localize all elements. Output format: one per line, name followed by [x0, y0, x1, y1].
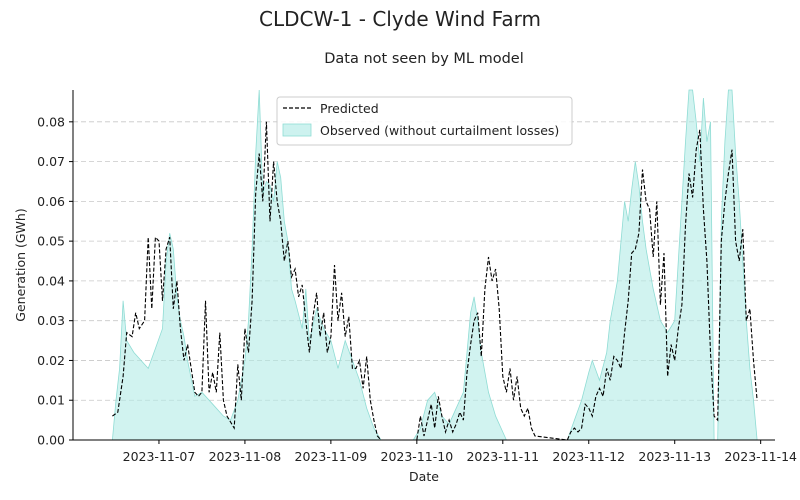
x-ticks: 2023-11-07 2023-11-08 2023-11-09 2023-11-10…: [123, 440, 797, 464]
x-tick-label: 2023-11-12: [552, 449, 625, 464]
x-tick-label: 2023-11-08: [209, 449, 282, 464]
x-tick-label: 2023-11-10: [381, 449, 454, 464]
y-tick-label: 0.05: [37, 234, 65, 249]
predicted-line-layer: [112, 121, 758, 441]
y-tick-label: 0.02: [37, 353, 65, 368]
legend-observed-label: Observed (without curtailment losses): [320, 123, 559, 138]
x-axis-label: Date: [409, 469, 439, 484]
legend-observed-swatch: [282, 123, 312, 137]
figure-title: CLDCW-1 - Clyde Wind Farm: [259, 7, 541, 31]
x-tick-label: 2023-11-11: [466, 449, 539, 464]
y-tick-label: 0.03: [37, 313, 65, 328]
series-predicted-line: [112, 121, 758, 441]
legend-box: [276, 96, 573, 146]
chart-title: Data not seen by ML model: [324, 51, 524, 67]
series-observed-area: [111, 89, 758, 441]
observed-area-layer: [111, 89, 758, 441]
x-tick-label: 2023-11-13: [638, 449, 711, 464]
y-tick-label: 0.08: [37, 114, 65, 129]
y-tick-label: 0.01: [37, 393, 65, 408]
x-tick-label: 2023-11-14: [724, 449, 797, 464]
y-tick-label: 0.07: [37, 154, 65, 169]
x-tick-label: 2023-11-07: [123, 449, 196, 464]
y-tick-label: 0.00: [37, 433, 65, 448]
y-axis-label: Generation (GWh): [13, 208, 28, 321]
axes: [72, 90, 775, 441]
legend: Predicted Observed (without curtailment …: [276, 96, 573, 146]
legend-predicted-label: Predicted: [320, 101, 379, 116]
y-ticks: 0.00 0.01 0.02 0.03 0.04 0.05 0.06 0.07 0.08: [37, 114, 73, 448]
x-tick-label: 2023-11-09: [295, 449, 368, 464]
y-tick-label: 0.04: [37, 273, 65, 288]
y-tick-label: 0.06: [37, 194, 65, 209]
